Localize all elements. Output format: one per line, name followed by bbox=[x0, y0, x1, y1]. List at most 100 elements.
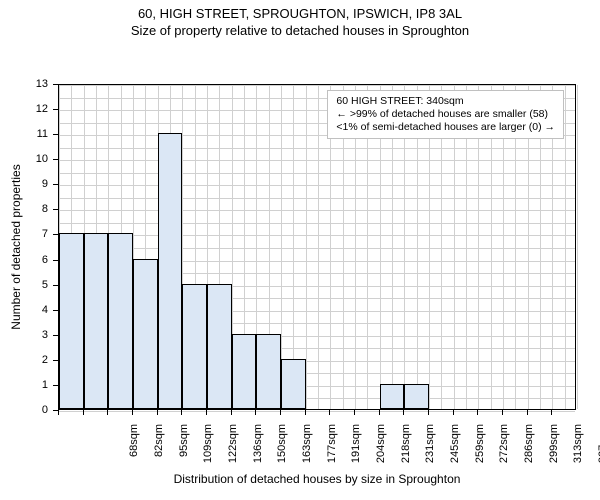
legend-line-3: <1% of semi-detached houses are larger (… bbox=[336, 121, 555, 134]
bar bbox=[182, 284, 207, 409]
gridline-h bbox=[59, 210, 575, 211]
chart-title-line2: Size of property relative to detached ho… bbox=[0, 23, 600, 38]
legend-title: 60 HIGH STREET: 340sqm bbox=[336, 95, 555, 108]
xtick-label: 95sqm bbox=[178, 424, 190, 484]
ytick-label: 4 bbox=[0, 304, 48, 316]
xtick-mark bbox=[379, 410, 380, 415]
xtick-label: 272sqm bbox=[498, 424, 510, 484]
ytick-label: 12 bbox=[0, 103, 48, 115]
xtick-mark bbox=[107, 410, 108, 415]
legend-box: 60 HIGH STREET: 340sqm ← >99% of detache… bbox=[327, 90, 564, 139]
ytick-mark bbox=[53, 310, 58, 311]
gridline-h bbox=[59, 411, 575, 412]
xtick-mark bbox=[83, 410, 84, 415]
ytick-label: 1 bbox=[0, 379, 48, 391]
gridline-h bbox=[59, 160, 575, 161]
ytick-mark bbox=[53, 335, 58, 336]
xtick-mark bbox=[255, 410, 256, 415]
xtick-mark bbox=[280, 410, 281, 415]
xtick-mark bbox=[551, 410, 552, 415]
chart-title-line1: 60, HIGH STREET, SPROUGHTON, IPSWICH, IP… bbox=[0, 6, 600, 21]
xtick-mark bbox=[132, 410, 133, 415]
xtick-label: 313sqm bbox=[572, 424, 584, 484]
gridline-v bbox=[577, 85, 578, 409]
xtick-label: 68sqm bbox=[128, 424, 140, 484]
xtick-mark bbox=[305, 410, 306, 415]
xtick-label: 191sqm bbox=[350, 424, 362, 484]
gridline-v-minor bbox=[565, 85, 566, 409]
ytick-label: 8 bbox=[0, 203, 48, 215]
ytick-label: 5 bbox=[0, 279, 48, 291]
ytick-mark bbox=[53, 109, 58, 110]
xtick-mark bbox=[403, 410, 404, 415]
xtick-label: 109sqm bbox=[202, 424, 214, 484]
xtick-label: 177sqm bbox=[326, 424, 338, 484]
ytick-mark bbox=[53, 285, 58, 286]
xtick-label: 82sqm bbox=[153, 424, 165, 484]
xtick-label: 231sqm bbox=[424, 424, 436, 484]
gridline-v-minor bbox=[318, 85, 319, 409]
xtick-mark bbox=[181, 410, 182, 415]
gridline-h-minor bbox=[59, 223, 575, 224]
xtick-label: 218sqm bbox=[400, 424, 412, 484]
gridline-h bbox=[59, 185, 575, 186]
xtick-mark bbox=[477, 410, 478, 415]
gridline-h-minor bbox=[59, 248, 575, 249]
xtick-mark bbox=[157, 410, 158, 415]
xtick-mark bbox=[428, 410, 429, 415]
bar bbox=[256, 334, 281, 409]
ytick-label: 10 bbox=[0, 153, 48, 165]
xtick-label: 299sqm bbox=[548, 424, 560, 484]
xtick-label: 259sqm bbox=[474, 424, 486, 484]
xtick-mark bbox=[354, 410, 355, 415]
xtick-label: 122sqm bbox=[227, 424, 239, 484]
xtick-label: 150sqm bbox=[276, 424, 288, 484]
ytick-mark bbox=[53, 159, 58, 160]
ytick-mark bbox=[53, 134, 58, 135]
xtick-label: 245sqm bbox=[449, 424, 461, 484]
ytick-mark bbox=[53, 260, 58, 261]
xtick-mark bbox=[502, 410, 503, 415]
ytick-label: 13 bbox=[0, 78, 48, 90]
ytick-label: 11 bbox=[0, 128, 48, 140]
ytick-mark bbox=[53, 84, 58, 85]
xtick-mark bbox=[527, 410, 528, 415]
bar bbox=[207, 284, 232, 409]
xtick-mark bbox=[58, 410, 59, 415]
xtick-mark bbox=[231, 410, 232, 415]
ytick-label: 9 bbox=[0, 178, 48, 190]
xtick-mark bbox=[206, 410, 207, 415]
xtick-label: 136sqm bbox=[252, 424, 264, 484]
bar bbox=[108, 233, 133, 409]
bar bbox=[158, 133, 183, 409]
ytick-mark bbox=[53, 360, 58, 361]
bar bbox=[59, 233, 84, 409]
ytick-label: 6 bbox=[0, 254, 48, 266]
x-axis-label: Distribution of detached houses by size … bbox=[174, 472, 461, 486]
gridline-h-minor bbox=[59, 173, 575, 174]
ytick-mark bbox=[53, 209, 58, 210]
xtick-mark bbox=[453, 410, 454, 415]
bar bbox=[133, 259, 158, 409]
bar bbox=[84, 233, 109, 409]
gridline-h-minor bbox=[59, 198, 575, 199]
ytick-label: 0 bbox=[0, 404, 48, 416]
ytick-label: 7 bbox=[0, 228, 48, 240]
bar bbox=[404, 384, 429, 409]
xtick-mark bbox=[329, 410, 330, 415]
bar bbox=[380, 384, 405, 409]
xtick-label: 204sqm bbox=[375, 424, 387, 484]
legend-line-2: ← >99% of detached houses are smaller (5… bbox=[336, 108, 555, 121]
gridline-h-minor bbox=[59, 148, 575, 149]
ytick-label: 2 bbox=[0, 354, 48, 366]
xtick-label: 286sqm bbox=[523, 424, 535, 484]
ytick-mark bbox=[53, 184, 58, 185]
ytick-mark bbox=[53, 234, 58, 235]
gridline-v bbox=[306, 85, 307, 409]
gridline-h bbox=[59, 85, 575, 86]
ytick-label: 3 bbox=[0, 329, 48, 341]
bar bbox=[281, 359, 306, 409]
gridline-h bbox=[59, 235, 575, 236]
xtick-label: 163sqm bbox=[301, 424, 313, 484]
ytick-mark bbox=[53, 385, 58, 386]
